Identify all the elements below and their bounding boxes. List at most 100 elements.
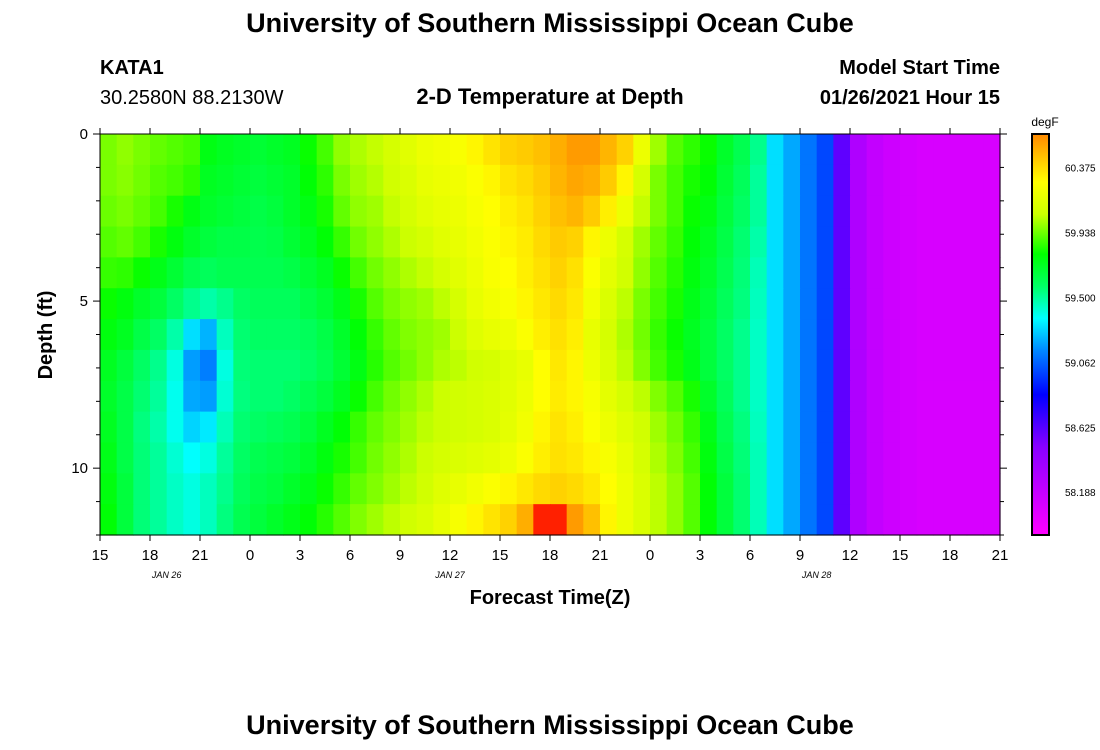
colorbar-tick-label: 59.500 [1065,293,1096,304]
heatmap-cell [116,411,134,444]
heatmap-cell [533,226,551,258]
heatmap-cell [966,288,984,320]
heatmap-cell [366,288,384,320]
heatmap-cell [666,411,684,444]
heatmap-cell [700,380,718,413]
heatmap-cell [383,411,401,444]
y-tick-label: 5 [80,293,88,310]
heatmap-cell [583,319,601,351]
heatmap-cell [583,195,601,228]
heatmap-cell [483,164,501,197]
heatmap-cell [100,195,118,228]
heatmap-cell [166,288,184,320]
heatmap-cell [833,504,851,536]
heatmap-cell [883,442,901,474]
heatmap-cell [533,288,551,320]
heatmap-cell [533,411,551,444]
heatmap-cell [266,226,284,258]
heatmap-cell [133,380,151,413]
heatmap-cell [800,164,818,197]
heatmap-cell [816,411,834,444]
heatmap-cell [766,319,784,351]
heatmap-cell [600,288,618,320]
heatmap-cell [183,319,201,351]
heatmap-cell [166,504,184,536]
heatmap-cell [883,164,901,197]
heatmap-cell [250,473,268,505]
heatmap-cell [233,349,251,382]
heatmap-cell [750,226,768,258]
heatmap-cell [466,257,484,289]
heatmap-cell [583,226,601,258]
heatmap-cell [333,226,351,258]
heatmap-cell [800,442,818,474]
heatmap-cell [433,442,451,474]
heatmap-cell [950,319,968,351]
heatmap-cell [366,319,384,351]
heatmap-cell [833,411,851,444]
heatmap-cell [533,319,551,351]
heatmap-cell [933,288,951,320]
x-tick-label: 3 [696,547,704,564]
heatmap-cell [200,473,218,505]
heatmap-cell [150,134,168,166]
heatmap-cell [550,442,568,474]
heatmap-cell [550,195,568,228]
heatmap-cell [433,195,451,228]
heatmap-cell [133,349,151,382]
heatmap-cell [866,411,884,444]
heatmap-cell [950,380,968,413]
heatmap-cell [416,257,434,289]
heatmap-cell [883,411,901,444]
heatmap-cell [250,349,268,382]
heatmap-cell [283,473,301,505]
heatmap-cell [166,257,184,289]
heatmap-cell [433,134,451,166]
heatmap-cell [816,164,834,197]
heatmap-cell [766,442,784,474]
heatmap-cell [883,134,901,166]
heatmap-cell [200,504,218,536]
heatmap-cell [933,411,951,444]
heatmap-cell [450,442,468,474]
heatmap-cell [516,195,534,228]
heatmap-cell [750,473,768,505]
heatmap-cell [200,257,218,289]
heatmap-cell [850,349,868,382]
heatmap-cell [433,349,451,382]
heatmap-cell [383,134,401,166]
x-day-label: JAN 27 [434,570,466,580]
heatmap-cell [100,380,118,413]
heatmap-cell [650,134,668,166]
heatmap-cell [583,442,601,474]
heatmap-cell [100,288,118,320]
heatmap-cell [150,349,168,382]
heatmap-cell [216,288,234,320]
heatmap-cell [633,164,651,197]
heatmap-cell [216,504,234,536]
heatmap-cell [950,442,968,474]
heatmap-cell [216,164,234,197]
heatmap-cell [516,504,534,536]
heatmap-cell [883,349,901,382]
heatmap-cell [950,288,968,320]
heatmap-cell [900,164,918,197]
heatmap-cell [566,380,584,413]
station-location: 30.2580N 88.2130W [100,87,284,109]
heatmap-cell [866,473,884,505]
heatmap-cell [416,349,434,382]
heatmap-cell [750,134,768,166]
heatmap-cell [500,257,518,289]
heatmap-cell [666,442,684,474]
heatmap-cell [100,226,118,258]
heatmap-cell [566,504,584,536]
heatmap-cell [650,164,668,197]
heatmap-cell [166,380,184,413]
heatmap-cell [600,504,618,536]
heatmap-cell [866,257,884,289]
heatmap-cell [150,411,168,444]
heatmap-cell [716,349,734,382]
heatmap-cell [533,134,551,166]
heatmap-cell [183,288,201,320]
